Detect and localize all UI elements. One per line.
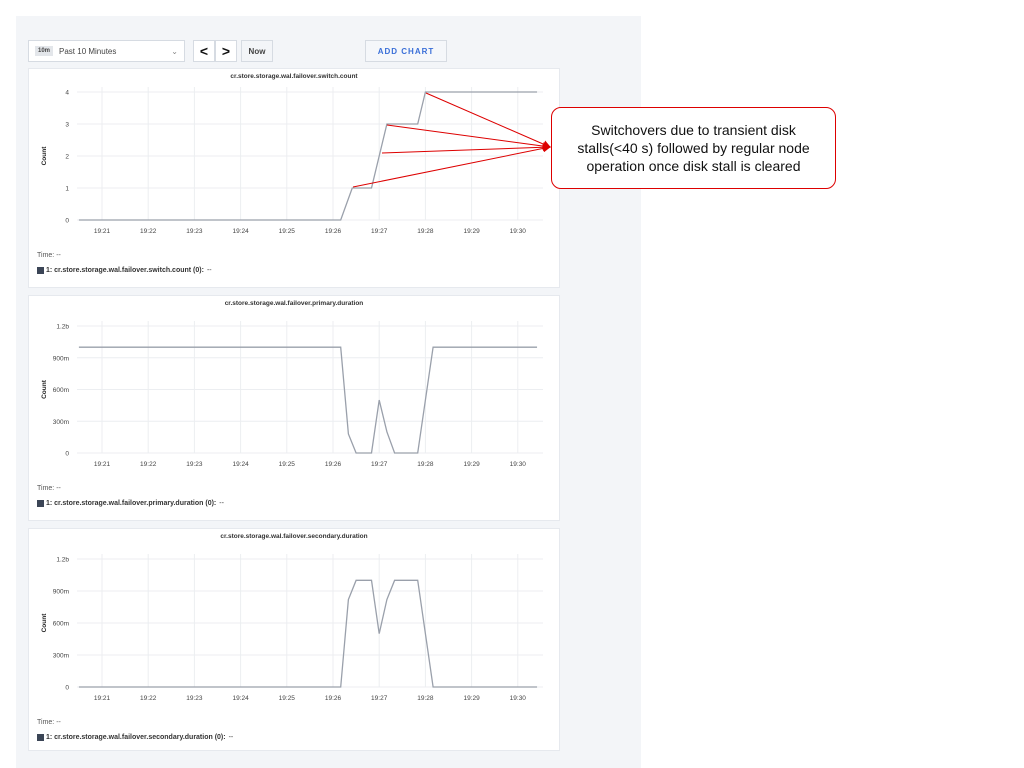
x-tick-label: 19:27 — [371, 695, 388, 702]
y-tick-label: 0 — [65, 451, 69, 458]
legend-label: 1: cr.store.storage.wal.failover.switch.… — [46, 267, 204, 274]
legend-label: 1: cr.store.storage.wal.failover.primary… — [46, 500, 217, 507]
x-tick-label: 19:21 — [94, 695, 111, 702]
x-tick-label: 19:28 — [417, 461, 434, 468]
x-tick-label: 19:26 — [325, 228, 342, 235]
x-tick-label: 19:23 — [186, 695, 203, 702]
chart-panel: cr.store.storage.wal.failover.primary.du… — [28, 295, 560, 521]
chevron-right-icon: > — [221, 43, 231, 59]
x-tick-label: 19:22 — [140, 228, 157, 235]
x-tick-label: 19:29 — [463, 228, 480, 235]
range-badge: 10m — [35, 46, 54, 56]
legend-item[interactable]: 1: cr.store.storage.wal.failover.seconda… — [37, 734, 233, 741]
y-tick-label: 900m — [53, 589, 69, 596]
chart-panel: cr.store.storage.wal.failover.secondary.… — [28, 528, 560, 751]
x-tick-label: 19:25 — [279, 695, 296, 702]
time-label: Time: — [37, 252, 55, 259]
x-tick-label: 19:24 — [232, 695, 249, 702]
time-value: -- — [56, 485, 61, 492]
x-tick-label: 19:29 — [463, 695, 480, 702]
x-tick-label: 19:30 — [510, 461, 527, 468]
annotation-callout: Switchovers due to transient disk stalls… — [551, 107, 836, 189]
x-tick-label: 19:24 — [232, 461, 249, 468]
time-value: -- — [56, 252, 61, 259]
x-tick-label: 19:23 — [186, 461, 203, 468]
y-axis-label: Count — [41, 146, 48, 166]
chart-title: cr.store.storage.wal.failover.switch.cou… — [230, 73, 358, 80]
y-tick-label: 4 — [65, 90, 69, 97]
x-tick-label: 19:28 — [417, 228, 434, 235]
chart-title: cr.store.storage.wal.failover.primary.du… — [224, 300, 364, 307]
y-axis-label: Count — [41, 379, 48, 399]
y-axis-label: Count — [41, 613, 48, 633]
time-value: -- — [56, 719, 61, 726]
x-tick-label: 19:24 — [232, 228, 249, 235]
legend-swatch — [37, 267, 44, 274]
y-tick-label: 600m — [53, 387, 69, 394]
y-tick-label: 0 — [65, 218, 69, 225]
chevron-down-icon: ⌄ — [171, 46, 178, 56]
series-line — [78, 346, 538, 454]
time-label: Time: — [37, 719, 55, 726]
y-tick-label: 900m — [53, 355, 69, 362]
y-tick-label: 1 — [65, 186, 69, 193]
x-tick-label: 19:30 — [510, 228, 527, 235]
line-chart: 0 300m 600m 900m 1.2b 19:21 19:22 19:23 19:24 19:… — [41, 321, 543, 468]
now-button[interactable]: Now — [241, 40, 273, 62]
legend-item[interactable]: 1: cr.store.storage.wal.failover.primary… — [37, 500, 224, 507]
y-tick-label: 600m — [53, 621, 69, 628]
legend-label: 1: cr.store.storage.wal.failover.seconda… — [46, 734, 226, 741]
series-line — [78, 579, 538, 688]
chart-panel: cr.store.storage.wal.failover.switch.cou… — [28, 68, 560, 288]
x-tick-label: 19:29 — [463, 461, 480, 468]
x-tick-label: 19:23 — [186, 228, 203, 235]
range-label: Past 10 Minutes — [59, 46, 117, 56]
time-readout: Time: -- — [37, 485, 61, 492]
y-tick-label: 0 — [65, 685, 69, 692]
x-tick-label: 19:26 — [325, 461, 342, 468]
time-label: Time: — [37, 485, 55, 492]
x-tick-label: 19:25 — [279, 228, 296, 235]
legend-swatch — [37, 500, 44, 507]
time-range-select[interactable]: 10m Past 10 Minutes ⌄ — [28, 40, 185, 62]
time-readout: Time: -- — [37, 252, 61, 259]
x-tick-label: 19:21 — [94, 461, 111, 468]
y-tick-label: 1.2b — [56, 324, 69, 331]
chevron-left-icon: < — [199, 43, 209, 59]
line-chart: 0 1 2 3 4 19:21 19:22 19:23 19:24 19:25 19:26 19:27… — [41, 87, 543, 235]
legend-swatch — [37, 734, 44, 741]
next-range-button[interactable]: > — [215, 40, 237, 62]
x-tick-label: 19:28 — [417, 695, 434, 702]
x-tick-label: 19:21 — [94, 228, 111, 235]
y-tick-label: 1.2b — [56, 557, 69, 564]
x-tick-label: 19:27 — [371, 228, 388, 235]
legend-value: -- — [206, 267, 212, 274]
legend-item[interactable]: 1: cr.store.storage.wal.failover.switch.… — [37, 267, 212, 274]
chart-title: cr.store.storage.wal.failover.secondary.… — [220, 533, 368, 540]
x-tick-label: 19:22 — [140, 461, 157, 468]
y-tick-label: 3 — [65, 122, 69, 129]
add-chart-button[interactable]: ADD CHART — [365, 40, 447, 62]
legend-value: -- — [228, 734, 234, 741]
line-chart: 0 300m 600m 900m 1.2b 19:21 19:22 19:23 19:24 19:… — [41, 554, 543, 702]
y-tick-label: 2 — [65, 154, 69, 161]
x-tick-label: 19:22 — [140, 695, 157, 702]
x-tick-label: 19:27 — [371, 461, 388, 468]
y-tick-label: 300m — [53, 653, 69, 660]
x-tick-label: 19:25 — [279, 461, 296, 468]
legend-value: -- — [219, 500, 224, 507]
time-readout: Time: -- — [37, 719, 61, 726]
x-tick-label: 19:26 — [325, 695, 342, 702]
y-tick-label: 300m — [53, 419, 69, 426]
previous-range-button[interactable]: < — [193, 40, 215, 62]
x-tick-label: 19:30 — [510, 695, 527, 702]
